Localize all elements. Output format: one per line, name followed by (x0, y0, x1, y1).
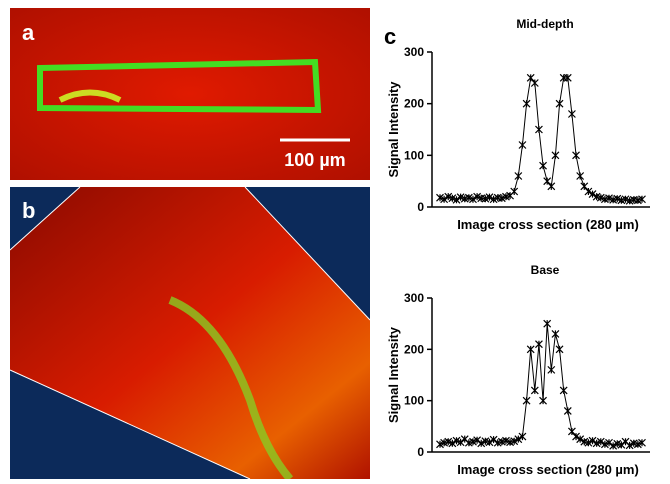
data-marker (573, 433, 580, 440)
data-marker (556, 100, 563, 107)
data-marker (519, 433, 526, 440)
y-tick-label: 0 (417, 445, 424, 459)
data-marker (548, 366, 555, 373)
y-tick-label: 0 (417, 200, 424, 214)
y-tick-label: 100 (404, 148, 424, 162)
data-marker (535, 126, 542, 133)
data-marker (527, 346, 534, 353)
data-marker (535, 341, 542, 348)
data-marker (568, 111, 575, 118)
data-marker (568, 428, 575, 435)
data-marker (531, 80, 538, 87)
data-marker (527, 74, 534, 81)
figure: 100 µm a b c Mid-depth Signal Intensity Im… (0, 0, 670, 479)
y-tick-label: 200 (404, 97, 424, 111)
data-marker (552, 152, 559, 159)
chart-title: Base (531, 263, 560, 277)
data-marker (577, 436, 584, 443)
data-marker (589, 191, 596, 198)
data-marker (560, 387, 567, 394)
y-tick-label: 300 (404, 291, 424, 305)
data-marker (544, 178, 551, 185)
y-tick-label: 200 (404, 342, 424, 356)
data-marker (585, 188, 592, 195)
y-axis-label: Signal Intensity (386, 326, 401, 423)
y-tick-label: 300 (404, 45, 424, 59)
page: 100 µm a b c Mid-depth Signal Intensity Im… (0, 0, 670, 484)
data-marker (544, 320, 551, 327)
data-marker (540, 397, 547, 404)
x-axis-label: Image cross section (280 µm) (457, 462, 639, 477)
data-marker (511, 188, 518, 195)
data-marker (577, 173, 584, 180)
data-marker (515, 173, 522, 180)
scale-bar-label: 100 µm (284, 150, 345, 170)
panel-label: c (384, 24, 396, 49)
chart-title: Mid-depth (516, 17, 573, 31)
charts: Mid-depth Signal Intensity Image cross sec… (386, 17, 650, 477)
y-axis-label: Signal Intensity (386, 81, 401, 178)
panel-label: a (22, 20, 35, 45)
data-marker (540, 162, 547, 169)
data-marker (556, 346, 563, 353)
data-marker (548, 183, 555, 190)
panel-label: b (22, 198, 35, 223)
data-marker (564, 407, 571, 414)
data-marker (523, 397, 530, 404)
data-marker (573, 152, 580, 159)
x-axis-label: Image cross section (280 µm) (457, 217, 639, 232)
data-line (440, 78, 642, 201)
data-marker (490, 436, 497, 443)
y-tick-label: 100 (404, 394, 424, 408)
data-marker (581, 183, 588, 190)
data-marker (552, 330, 559, 337)
data-marker (523, 100, 530, 107)
data-marker (519, 142, 526, 149)
data-marker (531, 387, 538, 394)
